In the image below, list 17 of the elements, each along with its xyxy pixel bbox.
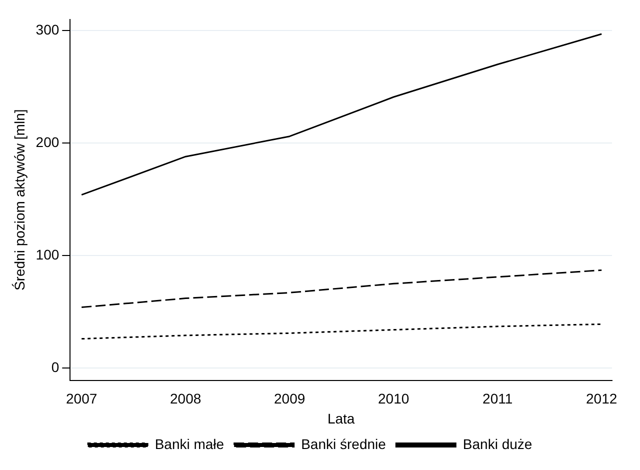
x-axis-title: Lata: [327, 410, 355, 426]
x-tick-label: 2011: [482, 390, 513, 407]
x-tick-label: 2008: [170, 390, 202, 407]
x-tick-label: 2009: [274, 390, 306, 407]
y-axis-title: Średni poziom aktywów [mln]: [11, 109, 28, 291]
y-tick-label: 300: [36, 22, 60, 38]
x-tick-label: 2010: [378, 390, 410, 407]
x-tick-label: 2007: [66, 390, 98, 407]
legend-label: Banki duże: [462, 436, 532, 452]
y-tick-label: 100: [36, 246, 60, 262]
y-tick-label: 0: [51, 358, 60, 375]
line-series: [80, 323, 602, 340]
legend-label: Banki małe: [154, 436, 224, 452]
x-tick-label: 2012: [586, 390, 618, 407]
y-tick-label: 200: [36, 134, 60, 150]
line-series: [80, 269, 602, 308]
legend-label: Banki średnie: [301, 436, 386, 452]
